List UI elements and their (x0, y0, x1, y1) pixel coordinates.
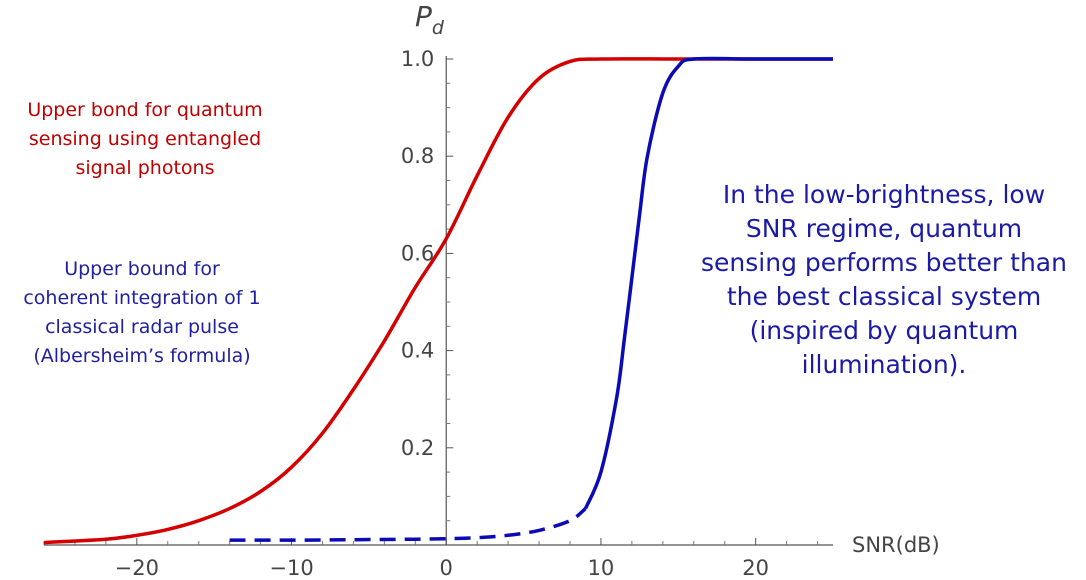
x-tick-label: 10 (588, 556, 615, 580)
y-tick-label: 0.2 (401, 436, 434, 460)
annotation-line: Upper bond for quantum (27, 99, 262, 121)
x-axis-label: SNR(dB) (852, 533, 940, 557)
classical-solid-curve (583, 56, 833, 510)
x-tick-label: 0 (440, 556, 453, 580)
x-tick-label: −10 (269, 556, 313, 580)
x-tick-label: −20 (115, 556, 159, 580)
y-tick-label: 0.6 (401, 241, 434, 265)
annotation-line: coherent integration of 1 (23, 287, 260, 309)
annotation-line: Upper bound for (64, 258, 220, 280)
y-tick-label: 1.0 (401, 47, 434, 71)
quantum-sensing-curve (43, 57, 833, 545)
y-axis-label: Pd (415, 0, 445, 39)
red-curve-annotation: Upper bond for quantum sensing using enta… (27, 99, 262, 179)
annotation-line: SNR regime, quantum (746, 214, 1022, 243)
annotation-line: sensing using entangled (29, 128, 261, 150)
annotation-line: (Albersheim’s formula) (33, 345, 250, 367)
regime-annotation: In the low-brightness, low SNR regime, qu… (701, 180, 1067, 379)
annotation-line: In the low-brightness, low (723, 180, 1045, 209)
blue-curve-annotation: Upper bound for coherent integration of 1… (23, 258, 260, 367)
series-lines (43, 56, 833, 545)
y-tick-label: 0.8 (401, 144, 434, 168)
annotation-line: (inspired by quantum (750, 316, 1019, 345)
annotation-line: the best classical system (727, 282, 1041, 311)
annotation-line: sensing performs better than (701, 248, 1067, 277)
ticks: −20 −10 0 10 20 0.2 0.4 0.6 0.8 1.0 (43, 47, 819, 580)
annotation-line: illumination). (802, 350, 967, 379)
y-tick-label: 0.4 (401, 339, 434, 363)
axes (44, 56, 833, 546)
x-tick-label: 20 (742, 556, 769, 580)
annotation-line: classical radar pulse (45, 316, 239, 338)
classical-dashed-curve (229, 507, 587, 542)
annotation-line: signal photons (76, 157, 215, 179)
